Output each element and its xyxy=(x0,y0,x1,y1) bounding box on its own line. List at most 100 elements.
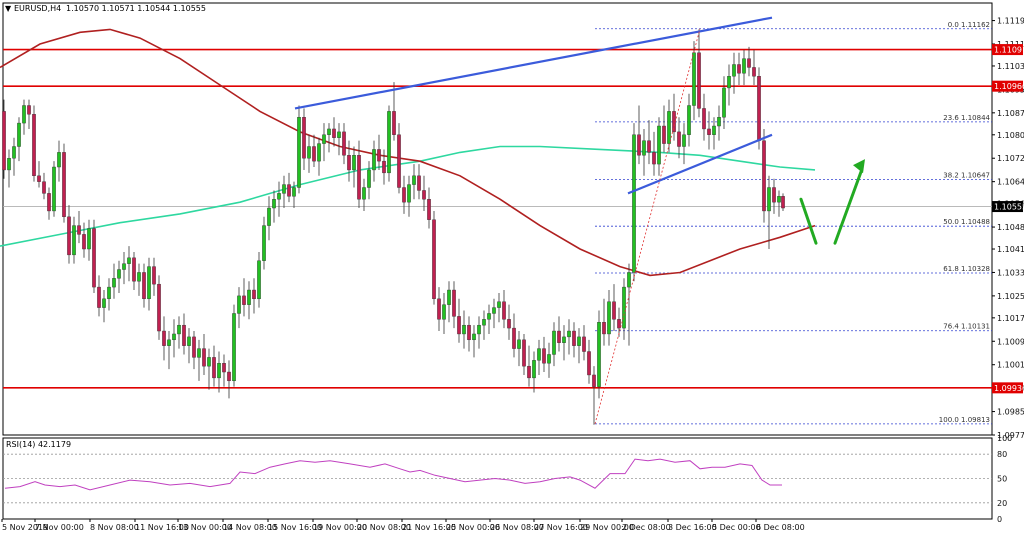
candle-body xyxy=(757,76,761,141)
candle-body xyxy=(582,336,586,352)
candle-body xyxy=(602,322,606,335)
price-tick-label: 1.10095 xyxy=(997,337,1024,346)
candle-body xyxy=(542,348,546,364)
candle-body xyxy=(152,266,156,285)
slow-moving-average xyxy=(0,145,816,247)
time-tick-label: 5 Nov 2019 xyxy=(2,523,48,532)
candle-body xyxy=(447,289,451,305)
candle-body xyxy=(72,225,76,256)
rsi-label: RSI(14) 42.1179 xyxy=(6,440,71,449)
candle-body xyxy=(492,307,496,314)
candle-body xyxy=(287,184,291,197)
candle-body xyxy=(717,117,721,127)
candle-body xyxy=(567,330,571,338)
candle-body xyxy=(137,272,141,282)
candle-body xyxy=(662,125,666,144)
candle-body xyxy=(502,301,506,320)
candle-body xyxy=(92,228,96,288)
time-tick-label: 5 Dec 00:00 xyxy=(712,523,761,532)
candle-body xyxy=(607,301,611,335)
candle-body xyxy=(332,128,336,138)
fib-level-label: 61.8 1.10328 xyxy=(943,265,990,273)
candle-body xyxy=(382,160,386,174)
price-tick-label: 1.10720 xyxy=(997,154,1024,163)
candle-body xyxy=(712,125,716,135)
candle-body xyxy=(527,365,531,379)
candle-body xyxy=(77,225,81,235)
candle-body xyxy=(142,272,146,300)
candle-body xyxy=(217,363,221,379)
price-tick-label: 1.11035 xyxy=(997,62,1024,71)
level-price-tag xyxy=(992,80,1023,92)
chart-header-arrow: ▼ xyxy=(5,4,12,13)
upper-trendline xyxy=(294,16,773,110)
candle-body xyxy=(362,187,366,200)
candle-body xyxy=(22,105,26,124)
candle-body xyxy=(87,228,91,250)
time-tick-label: 6 Dec 08:00 xyxy=(756,523,805,532)
candle-body xyxy=(722,87,726,118)
candle-body xyxy=(592,374,596,387)
candle-body xyxy=(207,357,211,367)
candle-body xyxy=(297,117,301,188)
time-tick-label: 15 Nov 16:00 xyxy=(268,523,322,532)
candle-body xyxy=(347,155,351,171)
candle-body xyxy=(107,286,111,300)
candle-body xyxy=(687,105,691,135)
candle-body xyxy=(132,257,136,282)
candle-body xyxy=(237,295,241,314)
price-tick-label: 1.10175 xyxy=(997,314,1024,323)
price-tick-label: 1.10015 xyxy=(997,361,1024,370)
candle-body xyxy=(427,199,431,220)
candle-body xyxy=(497,301,501,308)
candle-body xyxy=(317,143,321,162)
candle-body xyxy=(402,187,406,203)
projection-arrow-head xyxy=(853,159,865,174)
candle-body xyxy=(2,111,6,171)
candle-body xyxy=(392,111,396,135)
candle-body xyxy=(282,184,286,194)
candle-body xyxy=(412,175,416,185)
time-tick-label: 13 Nov 00:00 xyxy=(178,523,232,532)
candle-body xyxy=(742,58,746,74)
candle-body xyxy=(327,128,331,135)
candle-body xyxy=(587,351,591,376)
rsi-line xyxy=(4,458,782,491)
candle-body xyxy=(242,295,246,305)
level-price-label: 1.11091 xyxy=(994,46,1024,55)
candle-body xyxy=(147,266,151,300)
candle-body xyxy=(637,134,641,156)
candle-body xyxy=(247,289,251,305)
candle-body xyxy=(202,348,206,367)
candle-body xyxy=(557,330,561,343)
candle-body xyxy=(682,134,686,147)
candle-body xyxy=(552,330,556,355)
candle-body xyxy=(692,52,696,106)
fib-level-label: 0.0 1.11162 xyxy=(948,21,990,29)
candle-body xyxy=(627,272,631,288)
rsi-tick-label: 0 xyxy=(997,515,1002,524)
fast-moving-average xyxy=(0,28,816,277)
current-price-label: 1.10555 xyxy=(994,203,1024,212)
candle-body xyxy=(472,333,476,341)
candle-body xyxy=(37,175,41,182)
candle-body xyxy=(452,289,456,317)
candle-body xyxy=(772,187,776,203)
candle-body xyxy=(62,152,66,218)
candle-body xyxy=(292,187,296,197)
main-panel-border xyxy=(2,2,993,436)
candle-body xyxy=(117,269,121,279)
time-tick-label: 3 Dec 16:00 xyxy=(668,523,717,532)
time-tick-label: 2 Dec 08:00 xyxy=(622,523,671,532)
fib-level-label: 50.0 1.10488 xyxy=(943,218,990,226)
rsi-tick-label: 20 xyxy=(997,499,1007,508)
candle-body xyxy=(437,298,441,320)
candle-body xyxy=(517,339,521,349)
candle-body xyxy=(27,105,31,115)
candle-body xyxy=(252,289,256,300)
candle-body xyxy=(397,134,401,188)
candle-body xyxy=(422,190,426,200)
candle-body xyxy=(432,219,436,300)
candle-body xyxy=(617,319,621,329)
